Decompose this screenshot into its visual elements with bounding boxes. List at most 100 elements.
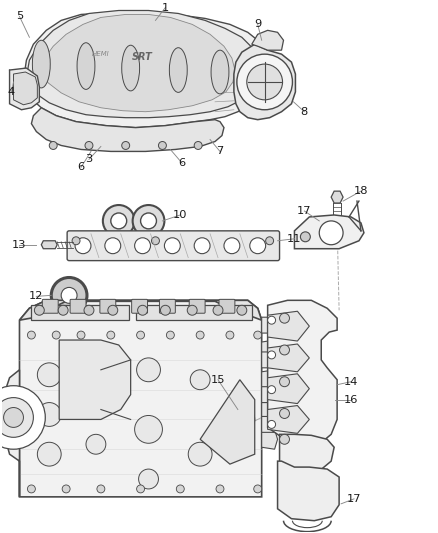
- Circle shape: [190, 370, 210, 390]
- Polygon shape: [268, 311, 309, 341]
- Circle shape: [216, 485, 224, 493]
- Circle shape: [58, 305, 68, 315]
- Polygon shape: [136, 305, 252, 320]
- Circle shape: [319, 221, 343, 245]
- Polygon shape: [278, 461, 339, 521]
- Circle shape: [226, 331, 234, 339]
- Circle shape: [107, 331, 115, 339]
- Circle shape: [85, 141, 93, 149]
- FancyBboxPatch shape: [189, 300, 205, 313]
- Polygon shape: [294, 215, 364, 249]
- Circle shape: [111, 213, 127, 229]
- Circle shape: [250, 238, 266, 254]
- Text: 17: 17: [347, 494, 361, 504]
- Circle shape: [194, 238, 210, 254]
- Circle shape: [268, 386, 276, 394]
- Circle shape: [28, 331, 35, 339]
- Circle shape: [72, 237, 80, 245]
- Circle shape: [141, 213, 156, 229]
- Text: 3: 3: [85, 155, 92, 164]
- Circle shape: [159, 141, 166, 149]
- Circle shape: [268, 316, 276, 324]
- Text: 13: 13: [12, 240, 27, 250]
- FancyBboxPatch shape: [159, 300, 175, 313]
- Circle shape: [34, 305, 44, 315]
- Polygon shape: [261, 430, 278, 449]
- Polygon shape: [261, 386, 278, 402]
- Circle shape: [164, 238, 180, 254]
- Circle shape: [152, 237, 159, 245]
- Polygon shape: [261, 416, 278, 432]
- Polygon shape: [32, 305, 129, 320]
- Text: 8: 8: [301, 107, 308, 117]
- Circle shape: [177, 485, 184, 493]
- Circle shape: [61, 287, 77, 303]
- Circle shape: [37, 363, 61, 386]
- Polygon shape: [19, 300, 261, 497]
- Circle shape: [103, 205, 134, 237]
- Circle shape: [108, 305, 118, 315]
- Circle shape: [254, 331, 261, 339]
- FancyBboxPatch shape: [42, 300, 58, 313]
- Circle shape: [187, 305, 197, 315]
- FancyBboxPatch shape: [67, 231, 279, 261]
- Polygon shape: [331, 191, 343, 203]
- FancyBboxPatch shape: [219, 300, 235, 313]
- Text: 17: 17: [297, 206, 311, 216]
- Circle shape: [279, 313, 290, 323]
- Text: 15: 15: [211, 375, 225, 385]
- Circle shape: [224, 238, 240, 254]
- Circle shape: [188, 442, 212, 466]
- FancyBboxPatch shape: [132, 300, 148, 313]
- Text: 10: 10: [173, 210, 187, 220]
- Polygon shape: [252, 30, 283, 50]
- Polygon shape: [268, 374, 309, 403]
- Circle shape: [84, 305, 94, 315]
- Circle shape: [268, 351, 276, 359]
- Polygon shape: [261, 400, 278, 419]
- Polygon shape: [268, 300, 337, 447]
- Polygon shape: [279, 434, 334, 474]
- FancyBboxPatch shape: [70, 300, 86, 313]
- Text: HEMI: HEMI: [92, 51, 110, 57]
- Polygon shape: [268, 344, 309, 372]
- Circle shape: [137, 358, 160, 382]
- Circle shape: [122, 141, 130, 149]
- Circle shape: [86, 370, 106, 390]
- Circle shape: [28, 485, 35, 493]
- Ellipse shape: [211, 50, 229, 94]
- FancyBboxPatch shape: [100, 300, 116, 313]
- Circle shape: [254, 485, 261, 493]
- Circle shape: [86, 434, 106, 454]
- Circle shape: [166, 331, 174, 339]
- Polygon shape: [59, 340, 131, 419]
- Polygon shape: [268, 406, 309, 433]
- Text: 11: 11: [287, 234, 302, 244]
- Circle shape: [138, 305, 148, 315]
- Circle shape: [266, 237, 274, 245]
- Circle shape: [138, 469, 159, 489]
- Circle shape: [77, 331, 85, 339]
- Circle shape: [0, 386, 45, 449]
- Text: 7: 7: [216, 147, 224, 156]
- Polygon shape: [39, 14, 235, 112]
- Circle shape: [247, 64, 283, 100]
- Polygon shape: [6, 370, 19, 497]
- Circle shape: [279, 408, 290, 418]
- Text: 4: 4: [8, 87, 15, 97]
- Polygon shape: [32, 108, 224, 151]
- Circle shape: [279, 377, 290, 386]
- Circle shape: [37, 442, 61, 466]
- Circle shape: [279, 434, 290, 445]
- Polygon shape: [261, 317, 278, 333]
- Circle shape: [225, 405, 255, 434]
- Circle shape: [137, 331, 145, 339]
- Circle shape: [51, 278, 87, 313]
- Text: 9: 9: [254, 19, 261, 29]
- Polygon shape: [10, 68, 39, 110]
- Ellipse shape: [122, 45, 140, 91]
- Circle shape: [37, 402, 61, 426]
- Circle shape: [4, 408, 24, 427]
- Circle shape: [52, 331, 60, 339]
- Text: 16: 16: [344, 394, 358, 405]
